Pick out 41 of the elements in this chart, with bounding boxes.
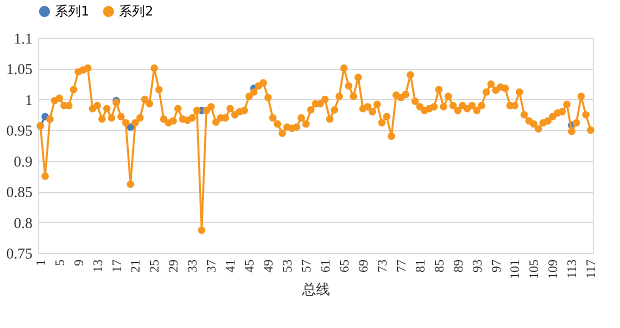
legend-label: 系列2 (119, 4, 154, 20)
x-tick-label: 33 (184, 260, 200, 272)
x-tick-label: 17 (108, 259, 124, 272)
x-tick-label: 49 (260, 260, 276, 272)
y-tick-label: 1.05 (6, 62, 32, 78)
x-tick-label: 81 (412, 260, 428, 272)
y-tick-label: 0.8 (14, 216, 32, 232)
x-tick-label: 21 (128, 260, 143, 272)
y-tick-label: 0.9 (14, 154, 32, 170)
x-tick-label: 73 (374, 260, 390, 272)
x-axis-title: 总线 (301, 282, 330, 298)
x-tick-label: 93 (469, 260, 484, 272)
x-tick-label: 41 (222, 260, 238, 272)
x-tick-label: 105 (526, 260, 542, 279)
x-tick-label: 57 (298, 259, 314, 272)
y-tick-label: 1 (25, 92, 32, 109)
legend-label: 系列1 (55, 4, 90, 20)
x-tick-label: 117 (583, 259, 598, 279)
x-tick-label: 53 (280, 260, 295, 272)
y-tick-label: 1.1 (14, 32, 32, 48)
x-tick-label: 45 (242, 260, 257, 272)
x-tick-label: 113 (564, 260, 580, 279)
x-tick-label: 65 (336, 260, 352, 272)
x-tick-label: 29 (166, 260, 181, 272)
x-tick-label: 13 (90, 260, 105, 272)
x-tick-label: 25 (146, 260, 162, 272)
x-tick-label: 69 (355, 260, 370, 272)
x-tick-label: 89 (450, 260, 466, 272)
x-tick-label: 9 (70, 260, 86, 266)
x-tick-label: 97 (488, 259, 504, 272)
x-tick-label: 5 (52, 260, 67, 266)
x-tick-label: 37 (204, 259, 219, 272)
y-tick-label: 0.85 (6, 185, 32, 202)
x-tick-label: 85 (431, 260, 446, 272)
x-tick-label: 1 (32, 260, 48, 266)
y-tick-label: 0.95 (6, 124, 32, 140)
x-tick-label: 61 (317, 260, 332, 272)
x-tick-label: 101 (507, 260, 522, 279)
y-tick-label: 0.75 (6, 246, 32, 262)
x-tick-label: 109 (545, 260, 560, 279)
x-tick-label: 77 (393, 259, 408, 272)
